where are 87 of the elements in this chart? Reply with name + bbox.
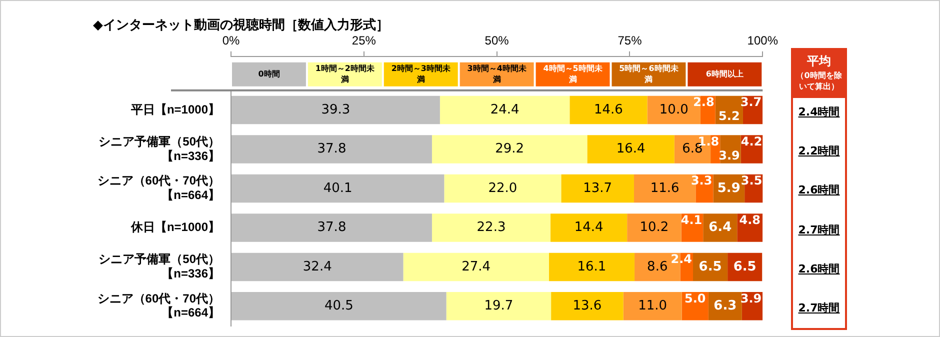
data-label: 32.4 bbox=[302, 259, 332, 274]
data-label: 22.0 bbox=[488, 180, 518, 196]
y-tick-label: シニア（60代・70代）【n=664】 bbox=[97, 174, 220, 202]
data-label: 10.0 bbox=[659, 102, 688, 118]
text: 平均 bbox=[806, 53, 832, 70]
bar bbox=[446, 292, 552, 320]
bar bbox=[232, 214, 432, 242]
text: 0時間 bbox=[258, 69, 280, 78]
text: 2.2時間 bbox=[797, 144, 841, 159]
data-label: 24.4 bbox=[490, 102, 520, 118]
text: 2.4時間 bbox=[797, 104, 841, 120]
text: 2.7時間 bbox=[797, 222, 841, 238]
data-label: 16.4 bbox=[616, 142, 646, 157]
text: 2.7時間 bbox=[797, 300, 841, 316]
y-tick-label: 平日【n=1000】 bbox=[130, 102, 220, 116]
data-label: 10.2 bbox=[640, 220, 669, 236]
x-tick-label: 25% bbox=[352, 34, 376, 48]
bar bbox=[232, 252, 404, 282]
data-label: 4.8 bbox=[739, 212, 761, 227]
data-label: 6.5 bbox=[698, 259, 722, 274]
data-label: 3.3 bbox=[690, 174, 712, 188]
x-tick-label: 75% bbox=[618, 34, 642, 48]
data-label: 8.6 bbox=[647, 259, 668, 274]
data-label: 2.8 bbox=[693, 95, 714, 110]
bar bbox=[432, 214, 551, 242]
data-label: 37.8 bbox=[317, 220, 346, 236]
text: 1時間～2時間未満 bbox=[315, 64, 376, 84]
data-label: 6.3 bbox=[714, 298, 737, 314]
bar bbox=[232, 135, 432, 164]
bar bbox=[432, 135, 588, 164]
text: 3時間～4時間未満 bbox=[467, 64, 528, 84]
data-label: 3.5 bbox=[740, 174, 762, 188]
data-label: 13.7 bbox=[583, 180, 612, 196]
data-label: 37.8 bbox=[317, 142, 346, 157]
text: 2.6時間 bbox=[797, 261, 841, 276]
data-label: 6.5 bbox=[733, 259, 756, 274]
bar bbox=[627, 214, 682, 242]
data-label: 5.2 bbox=[718, 109, 740, 124]
data-label: 11.6 bbox=[650, 180, 680, 196]
bar bbox=[444, 174, 562, 203]
y-tick-label: 休日【n=1000】 bbox=[130, 220, 220, 234]
bar bbox=[232, 96, 440, 124]
data-label: 29.2 bbox=[495, 142, 524, 157]
data-label: 2.4 bbox=[670, 252, 692, 266]
data-label: 4.2 bbox=[740, 134, 762, 148]
y-tick-label: シニア予備軍（50代）【n=336】 bbox=[98, 134, 220, 163]
data-label: 14.6 bbox=[594, 102, 623, 118]
bar bbox=[232, 292, 446, 320]
data-label: 5.9 bbox=[717, 180, 740, 196]
data-label: 3.9 bbox=[740, 291, 762, 306]
y-tick-label: シニア（60代・70代）【n=664】 bbox=[97, 291, 220, 320]
data-label: 14.4 bbox=[574, 220, 604, 236]
data-label: 40.5 bbox=[324, 298, 354, 314]
bar bbox=[570, 96, 648, 124]
data-label: 4.1 bbox=[680, 212, 702, 227]
data-label: 27.4 bbox=[462, 259, 491, 274]
data-label: 40.1 bbox=[323, 180, 352, 196]
y-tick-label: シニア予備軍（50代）【n=336】 bbox=[98, 252, 220, 280]
text: 2時間～3時間未満 bbox=[391, 64, 452, 84]
x-tick-label: 100% bbox=[747, 34, 778, 48]
data-label: 19.7 bbox=[484, 298, 514, 314]
bar bbox=[232, 174, 444, 203]
bar bbox=[561, 174, 634, 203]
data-label: 22.3 bbox=[476, 220, 506, 236]
data-label: 3.7 bbox=[740, 95, 762, 110]
data-label: 13.6 bbox=[572, 298, 602, 314]
chart-title: ◆インターネット動画の視聴時間［数値入力形式］ bbox=[93, 16, 389, 34]
data-label: 3.9 bbox=[718, 148, 740, 162]
bar bbox=[550, 214, 628, 242]
text: 6時間以上 bbox=[706, 69, 744, 78]
text: 5時間～6時間未満 bbox=[619, 64, 680, 84]
data-label: 5.0 bbox=[684, 291, 706, 306]
text: （0時間を除いて算出） bbox=[795, 70, 843, 92]
data-label: 39.3 bbox=[321, 102, 350, 118]
bar bbox=[587, 135, 674, 164]
data-label: 16.1 bbox=[577, 259, 606, 274]
data-label: 6.4 bbox=[708, 220, 732, 236]
text: 4時間～5時間未満 bbox=[543, 64, 604, 84]
x-tick-label: 50% bbox=[484, 34, 510, 48]
text: 2.6時間 bbox=[797, 182, 841, 198]
bar bbox=[403, 252, 549, 282]
x-tick-label: 0% bbox=[222, 34, 240, 48]
bar bbox=[551, 292, 624, 320]
bar bbox=[440, 96, 570, 124]
bar bbox=[623, 292, 682, 320]
data-label: 11.0 bbox=[638, 298, 668, 314]
bar bbox=[548, 252, 635, 282]
